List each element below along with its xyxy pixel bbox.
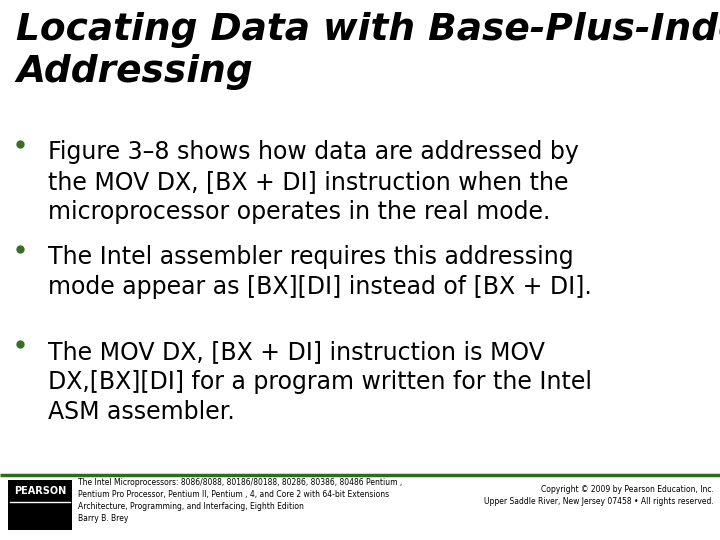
Text: The Intel assembler requires this addressing
mode appear as [BX][DI] instead of : The Intel assembler requires this addres… (48, 245, 592, 299)
Bar (8, 480, 72, 530)
Text: Figure 3–8 shows how data are addressed by
the MOV DX, [BX + DI] instruction whe: Figure 3–8 shows how data are addressed … (48, 140, 579, 224)
Text: Locating Data with Base-Plus-Index
Addressing: Locating Data with Base-Plus-Index Addre… (16, 12, 720, 90)
Text: The MOV DX, [BX + DI] instruction is MOV
DX,[BX][DI] for a program written for t: The MOV DX, [BX + DI] instruction is MOV… (48, 340, 592, 424)
Text: PEARSON: PEARSON (14, 486, 66, 496)
Text: Copyright © 2009 by Pearson Education, Inc.
Upper Saddle River, New Jersey 07458: Copyright © 2009 by Pearson Education, I… (485, 485, 714, 506)
Text: The Intel Microprocessors: 8086/8088, 80186/80188, 80286, 80386, 80486 Pentium ,: The Intel Microprocessors: 8086/8088, 80… (78, 478, 402, 523)
